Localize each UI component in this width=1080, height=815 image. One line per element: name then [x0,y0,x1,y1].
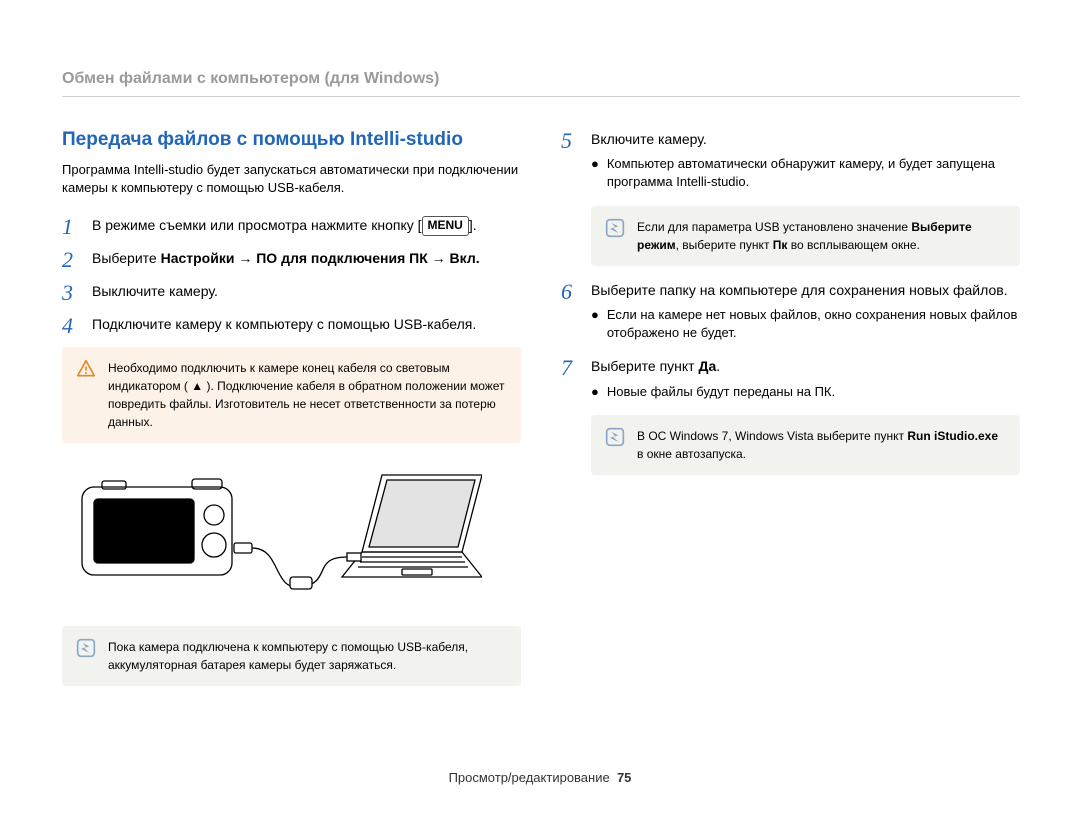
warning-text: Необходимо подключить к камере конец каб… [108,359,507,431]
bullet-dot-icon: ● [591,306,599,342]
step-number: 1 [62,215,80,238]
bullet-item: ● Компьютер автоматически обнаружит каме… [591,155,1020,191]
info-bold: Пк [773,238,788,252]
menu-button-label: MENU [422,216,469,235]
step-text: В режиме съемки или просмотра нажмите кн… [92,217,418,233]
info-text-part: , выберите пункт [676,238,773,252]
bullet-list: ● Компьютер автоматически обнаружит каме… [591,155,1020,191]
step-body: Выберите пункт Да. ● Новые файлы будут п… [591,356,1020,404]
step-body: В режиме съемки или просмотра нажмите кн… [92,215,521,238]
page-header: Обмен файлами с компьютером (для Windows… [62,70,1020,97]
bullet-item: ● Новые файлы будут переданы на ПК. [591,383,1020,401]
camera-laptop-illustration [62,457,521,612]
bullet-list: ● Новые файлы будут переданы на ПК. [591,383,1020,401]
step-number: 7 [561,356,579,404]
content-columns: Передача файлов с помощью Intelli-studio… [62,129,1020,700]
info-text: В ОС Windows 7, Windows Vista выберите п… [637,427,1006,463]
section-intro: Программа Intelli-studio будет запускать… [62,161,521,197]
step-1: 1 В режиме съемки или просмотра нажмите … [62,215,521,238]
section-title: Передача файлов с помощью Intelli-studio [62,129,521,151]
right-column: 5 Включите камеру. ● Компьютер автоматич… [561,129,1020,700]
info-box-charging: Пока камера подключена к компьютеру с по… [62,626,521,686]
info-icon [76,638,96,658]
step-number: 3 [62,281,80,304]
info-icon [605,218,625,238]
page-footer: Просмотр/редактирование 75 [0,770,1080,785]
step-6: 6 Выберите папку на компьютере для сохра… [561,280,1020,347]
step-text-part: . [716,358,720,374]
step-body: Выберите Настройки → ПО для подключения … [92,248,521,271]
bullet-dot-icon: ● [591,155,599,191]
step-number: 4 [62,314,80,337]
step-2: 2 Выберите Настройки → ПО для подключени… [62,248,521,271]
warning-icon [76,359,96,379]
step-number: 2 [62,248,80,271]
step-3: 3 Выключите камеру. [62,281,521,304]
step-body: Выключите камеру. [92,281,521,304]
step-5: 5 Включите камеру. ● Компьютер автоматич… [561,129,1020,196]
step-body: Выберите папку на компьютере для сохране… [591,280,1020,347]
info-text-part: в окне автозапуска. [637,447,746,461]
info-text-part: во всплывающем окне. [787,238,919,252]
footer-label: Просмотр/редактирование [449,770,610,785]
step-body: Подключите камеру к компьютеру с помощью… [92,314,521,337]
step-text: Включите камеру. [591,129,1020,149]
step-text-after: . [473,217,477,233]
step-text-part: Выберите пункт [591,358,698,374]
bullet-dot-icon: ● [591,383,599,401]
step-text: Выберите пункт Да. [591,356,1020,376]
info-bold: Run iStudio.exe [907,429,998,443]
step-4: 4 Подключите камеру к компьютеру с помощ… [62,314,521,337]
info-text-part: В ОС Windows 7, Windows Vista выберите п… [637,429,907,443]
info-box-windows: В ОС Windows 7, Windows Vista выберите п… [591,415,1020,475]
bullet-text: Новые файлы будут переданы на ПК. [607,383,835,401]
step-bold: Настройки → ПО для подключения ПК → Вкл. [161,250,480,266]
step-7: 7 Выберите пункт Да. ● Новые файлы будут… [561,356,1020,404]
info-text: Если для параметра USB установлено значе… [637,218,1006,254]
bullet-text: Компьютер автоматически обнаружит камеру… [607,155,1020,191]
step-bold: Да [698,358,716,374]
step-body: Включите камеру. ● Компьютер автоматичес… [591,129,1020,196]
step-text: Выберите папку на компьютере для сохране… [591,280,1020,300]
bullet-item: ● Если на камере нет новых файлов, окно … [591,306,1020,342]
info-text: Пока камера подключена к компьютеру с по… [108,638,507,674]
step-number: 6 [561,280,579,347]
info-box-usb-mode: Если для параметра USB установлено значе… [591,206,1020,266]
bullet-list: ● Если на камере нет новых файлов, окно … [591,306,1020,342]
info-text-part: Если для параметра USB установлено значе… [637,220,911,234]
left-column: Передача файлов с помощью Intelli-studio… [62,129,521,700]
warning-box: Необходимо подключить к камере конец каб… [62,347,521,443]
info-icon [605,427,625,447]
step-number: 5 [561,129,579,196]
bullet-text: Если на камере нет новых файлов, окно со… [607,306,1020,342]
step-text: Выберите [92,250,161,266]
page-number: 75 [617,770,631,785]
